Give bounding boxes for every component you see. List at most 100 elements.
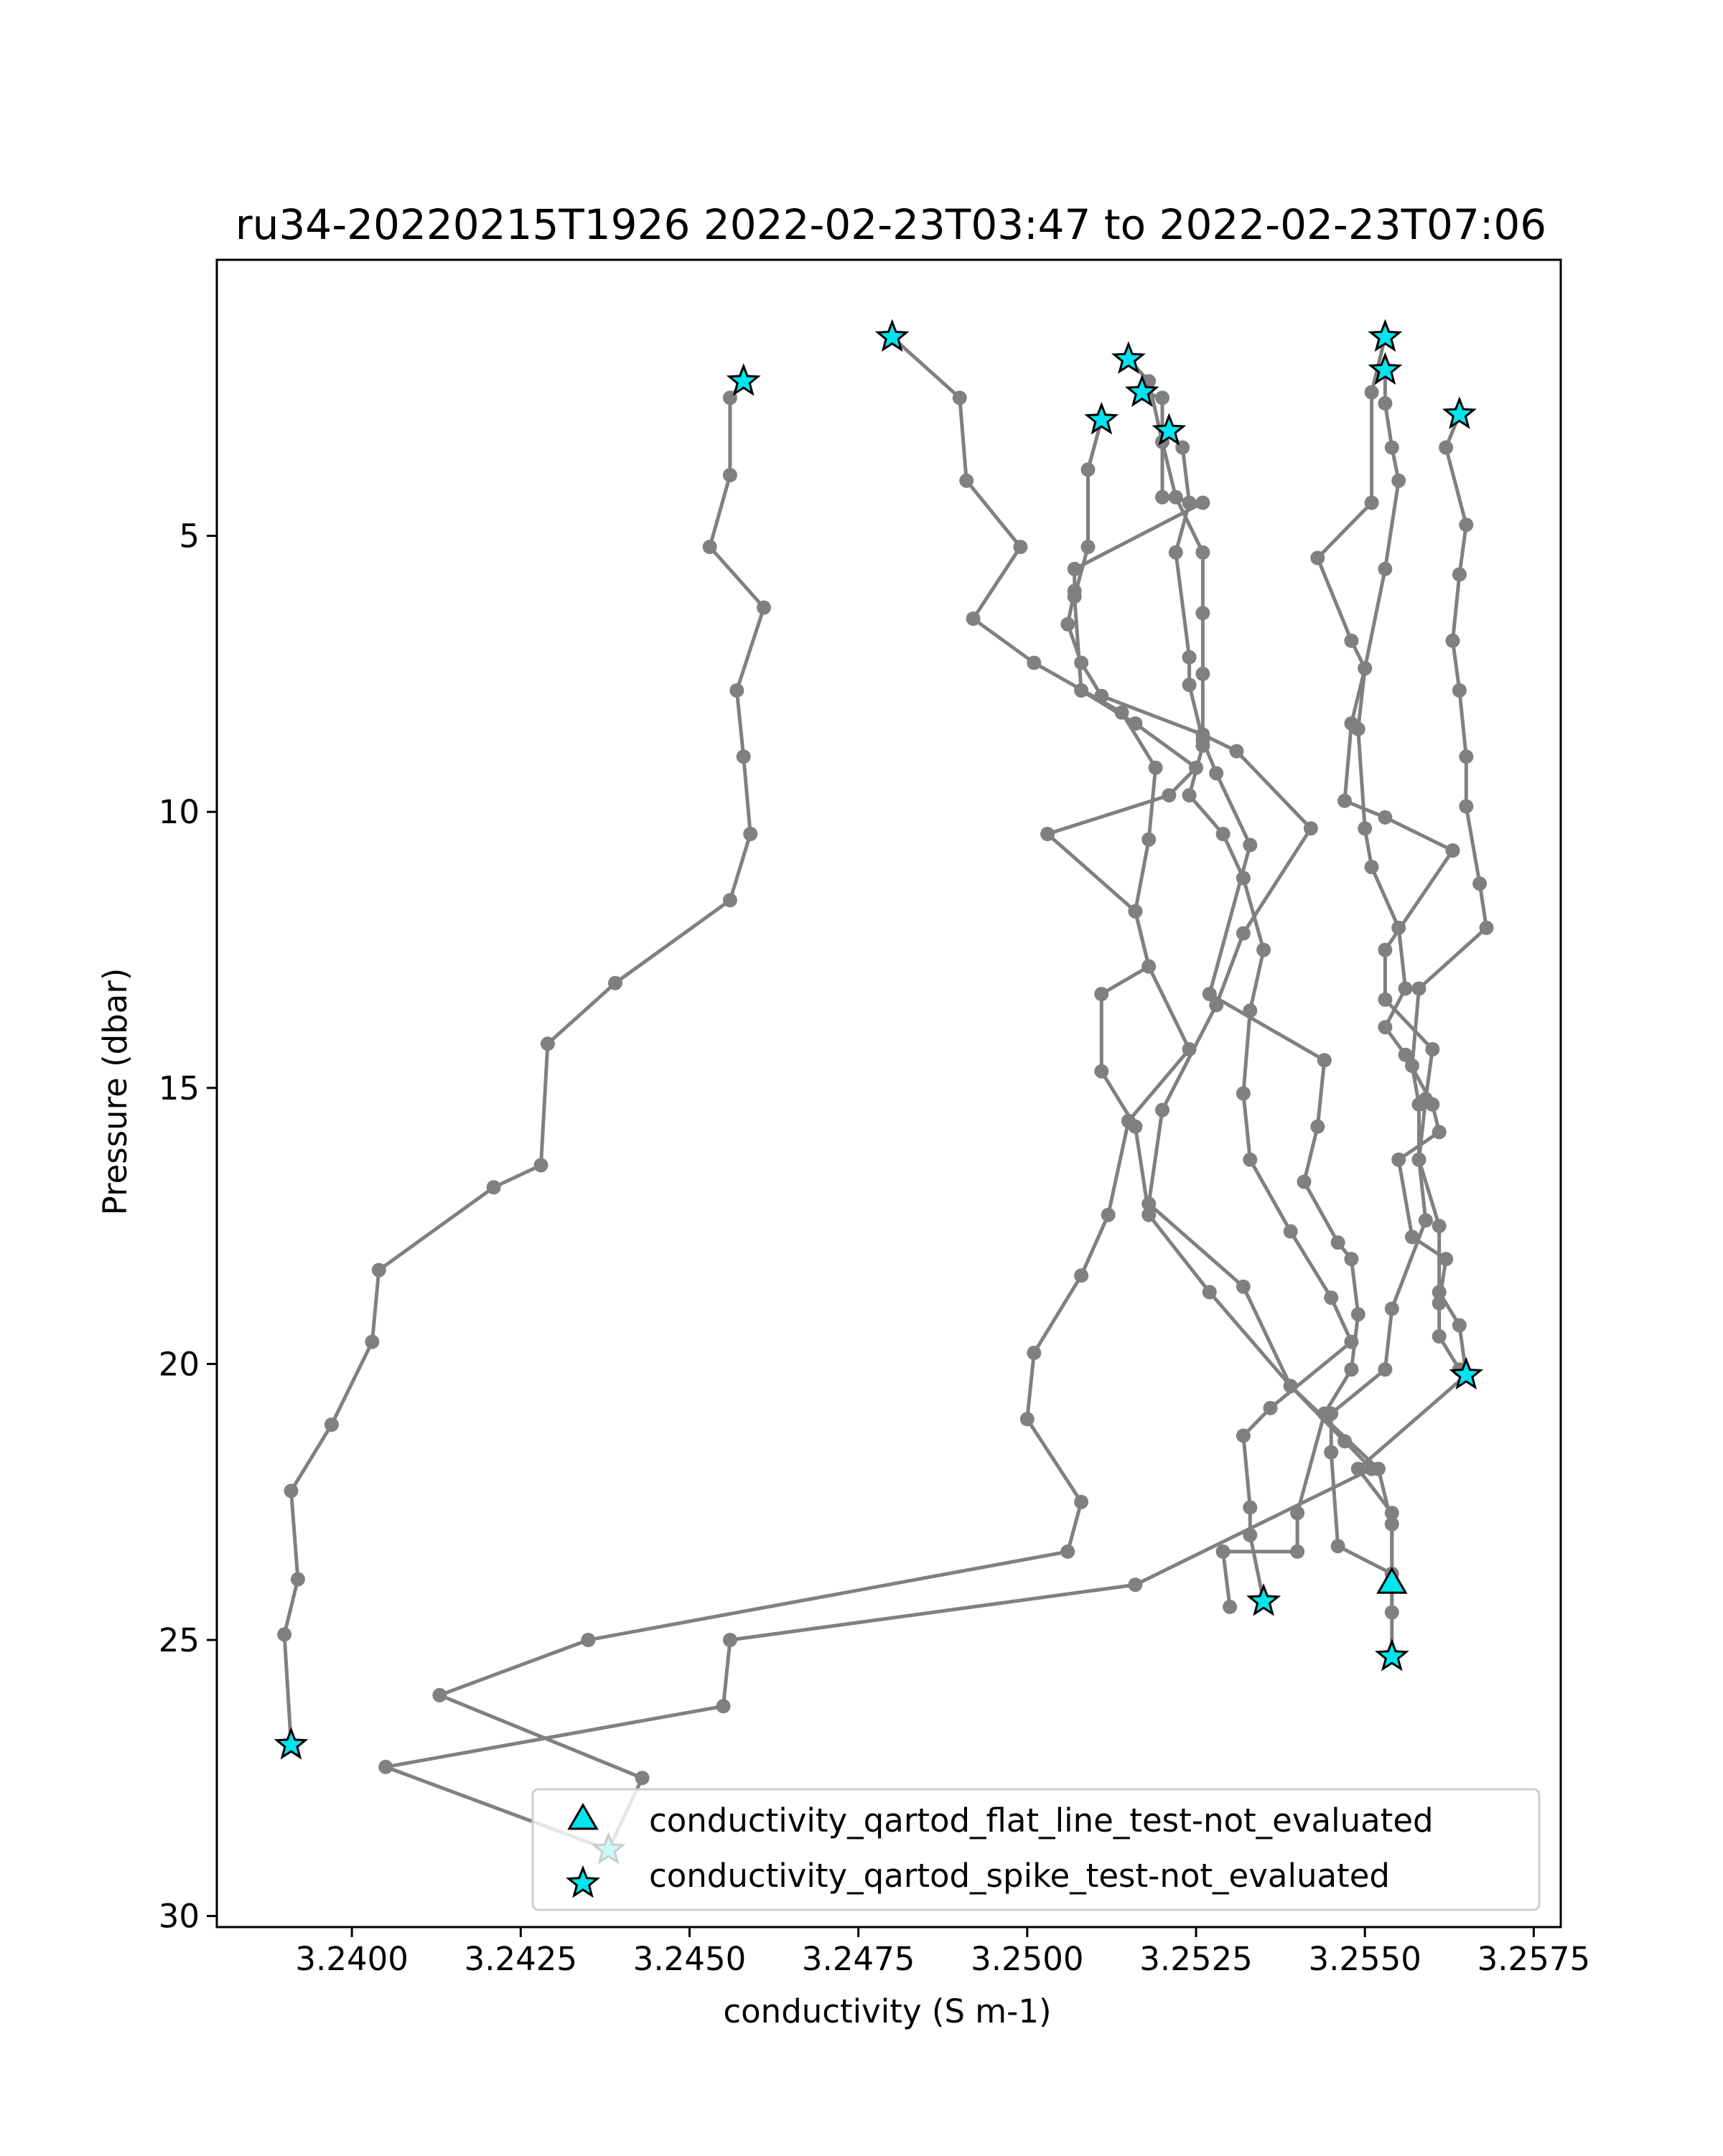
data-point-2-2 [952,390,967,406]
data-point-3-15 [1243,1152,1258,1167]
data-point-7-3 [1364,495,1379,510]
data-point-7-12 [1378,992,1393,1007]
data-point-9-20 [1384,1506,1399,1521]
data-point-7-16 [1418,1213,1433,1228]
data-point-8-17 [1405,1229,1419,1245]
data-point-5-18 [1371,1461,1386,1476]
data-point-4-2 [1155,390,1169,406]
data-point-3-7 [1195,666,1210,681]
data-point-5-11 [1141,959,1157,974]
data-point-8-18 [1439,1252,1454,1267]
data-point-2-4 [1013,540,1028,554]
data-point-8-8 [1358,821,1373,836]
data-point-4-11 [1229,744,1244,759]
data-point-8-11 [1398,981,1413,996]
data-point-2-15 [1074,1268,1089,1283]
data-point-8-20 [1432,1329,1447,1344]
data-point-9-13 [1411,1097,1427,1112]
x-tick-label-8: 3.2575 [1477,1940,1590,1978]
spike-flag-marker-4 [1124,374,1159,407]
spike-flag-marker-1 [726,363,761,396]
data-point-9-19 [1350,1461,1365,1476]
data-point-1-11 [540,1036,555,1051]
data-point-8-16 [1391,1152,1406,1167]
spike-flag-marker-3 [1111,341,1146,374]
data-point-6-3 [1182,495,1197,510]
data-point-3-10 [1215,827,1231,841]
data-point-8-7 [1350,721,1365,736]
data-point-5-2 [1080,462,1096,477]
data-point-1-5 [757,600,771,615]
data-point-6-17 [1344,1362,1359,1377]
legend-triangle-marker [567,1803,599,1830]
data-point-5-4 [1067,589,1082,604]
data-point-9-6 [1452,683,1467,698]
data-point-5-16 [1202,1285,1217,1300]
data-point-9-9 [1472,876,1488,891]
data-point-2-9 [1141,832,1157,847]
data-point-6-20 [1290,1544,1305,1559]
x-tick-label-7: 3.2550 [1308,1940,1421,1978]
legend-box [531,1788,1541,1911]
data-point-7-9 [1378,810,1393,825]
data-point-6-4 [1168,545,1183,560]
data-point-9-17 [1452,1318,1467,1333]
data-point-3-16 [1283,1224,1298,1239]
y-tick-label-1: 5 [179,517,200,556]
data-point-7-8 [1337,793,1352,808]
data-point-6-6 [1182,678,1197,693]
data-point-9-15 [1432,1219,1447,1234]
plot-area [215,258,1562,1928]
spike-flag-marker-5 [1084,401,1119,435]
spike-flag-marker-14 [1449,1356,1484,1390]
data-point-8-13 [1398,1047,1413,1062]
data-point-2-6 [1027,655,1042,670]
y-tick-label-5: 25 [159,1621,200,1659]
data-point-4-5 [1067,561,1082,576]
data-point-1-18 [290,1572,305,1587]
data-point-7-4 [1310,550,1325,566]
data-point-1-14 [371,1262,386,1278]
profile-line-9 [1356,413,1488,1657]
data-point-5-6 [1128,716,1143,731]
data-point-9-11 [1411,981,1427,996]
data-point-9-16 [1432,1285,1447,1300]
data-point-8-10 [1391,920,1406,935]
data-point-5-12 [1094,987,1109,1001]
data-point-4-23 [716,1699,731,1714]
data-point-8-15 [1432,1125,1447,1140]
profile-line-7 [1315,337,1454,1575]
data-point-6-15 [1344,1252,1359,1267]
data-point-4-15 [1155,1102,1169,1117]
data-point-5-15 [1141,1207,1157,1222]
legend-label-1: conductivity_qartod_flat_line_test-not_e… [649,1801,1434,1839]
data-point-4-17 [1236,1279,1251,1294]
data-point-3-14 [1236,1086,1251,1101]
data-point-7-20 [1324,1445,1339,1460]
data-point-4-12 [1303,821,1318,836]
data-point-9-5 [1445,633,1460,648]
data-point-5-17 [1283,1379,1298,1394]
y-tick-label-6: 30 [159,1898,200,1936]
axis-ticks: 3.2400 3.2425 3.2450 3.2475 3.2500 3.2525 3.25… [159,517,1590,1978]
spike-flag-marker-12 [1246,1583,1281,1616]
data-point-4-3 [1155,489,1169,505]
data-point-6-16 [1350,1307,1365,1322]
y-tick-label-2: 10 [159,793,200,831]
data-point-5-7 [1189,760,1203,775]
data-point-8-12 [1378,1020,1393,1035]
data-point-6-10 [1202,987,1217,1001]
data-point-9-2 [1439,440,1454,455]
data-point-2-16 [1027,1346,1042,1360]
data-point-1-15 [365,1334,380,1349]
y-tick-label-4: 20 [159,1345,200,1383]
data-point-4-7 [1060,617,1075,632]
data-point-5-3 [1080,540,1096,554]
data-point-3-21 [1243,1500,1258,1515]
data-point-7-10 [1445,843,1460,858]
data-point-3-17 [1324,1290,1339,1306]
data-point-2-19 [1060,1544,1075,1559]
data-point-7-21 [1330,1539,1345,1554]
